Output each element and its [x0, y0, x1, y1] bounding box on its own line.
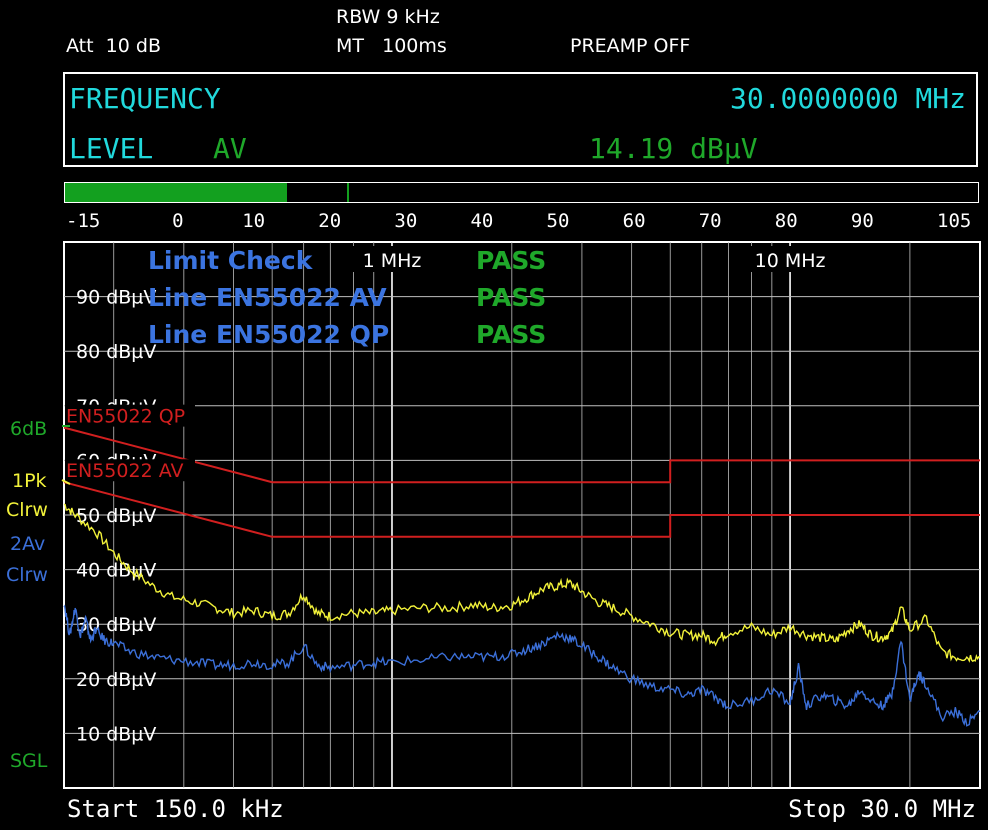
level-scale-tick: 90 [850, 210, 874, 232]
limit-check-title: Limit Check [148, 246, 313, 275]
trace1-mode: Clrw [6, 499, 48, 521]
trace-1pk [63, 503, 981, 663]
limit-line-qp-label: Line EN55022 QP [148, 320, 390, 349]
mt-label: MT [336, 35, 364, 57]
trace1-marker [61, 479, 71, 485]
trace-2av [63, 604, 981, 727]
limit-check-result: PASS [476, 246, 547, 275]
start-frequency: Start 150.0 kHz [67, 795, 284, 823]
att-label: Att [66, 35, 94, 57]
limit-line-av-label: Line EN55022 AV [148, 283, 387, 312]
y-tick-label: 90 dBµV [76, 287, 156, 309]
level-scale-tick: -15 [66, 210, 101, 232]
rbw-label: RBW [336, 6, 381, 28]
level-label: LEVEL [69, 132, 154, 165]
level-value: 14.19 dBµV [589, 132, 758, 165]
level-scale-tick: 70 [698, 210, 722, 232]
level-bar-fill [65, 183, 288, 202]
mt-value: 100ms [382, 35, 447, 57]
frequency-label: FREQUENCY [69, 82, 221, 115]
x-label-backdrop [349, 246, 434, 272]
rbw-value: 9 kHz [386, 6, 440, 28]
x-tick-label: 10 MHz [755, 250, 826, 272]
y-tick-label: 40 dBµV [76, 560, 156, 582]
trace2-mode: Clrw [6, 564, 48, 586]
trace1-name: 1Pk [12, 470, 47, 492]
level-scale-tick: 105 [937, 210, 972, 232]
frequency-value: 30.0000000 MHz [729, 82, 966, 115]
level-scale-tick: 10 [242, 210, 266, 232]
limit-line-av-result: PASS [476, 283, 547, 312]
level-scale-tick: 80 [774, 210, 798, 232]
level-bar-peak [346, 183, 349, 202]
sweep-mode-label: SGL [10, 750, 48, 772]
trace2-name: 2Av [10, 533, 46, 555]
level-scale-tick: 20 [318, 210, 342, 232]
limit-label-backdrop [65, 404, 195, 427]
limit-line-qp-result: PASS [476, 320, 547, 349]
attenuation-readout: Att 10 dB [66, 35, 161, 57]
y-tick-label: 20 dBµV [76, 669, 156, 691]
measure-time-readout: MT 100ms [336, 35, 447, 57]
rbw-readout: RBW 9 kHz [336, 6, 440, 28]
level-scale-tick: 40 [470, 210, 494, 232]
level-scale-tick: 30 [394, 210, 418, 232]
y-tick-label: 80 dBµV [76, 341, 156, 363]
level-detector: AV [213, 132, 247, 165]
x-tick-label: 1 MHz [363, 250, 422, 272]
limit-line [63, 426, 980, 484]
transducer-label: 6dB [10, 418, 48, 440]
limit-line [63, 481, 980, 538]
level-scale-tick: 50 [546, 210, 570, 232]
limit-label-backdrop [65, 459, 195, 482]
stop-frequency: Stop 30.0 MHz [788, 795, 976, 823]
marker-readout-box: FREQUENCY 30.0000000 MHz LEVEL AV 14.19 … [63, 72, 978, 167]
level-scale-tick: 60 [622, 210, 646, 232]
x-label-backdrop [748, 246, 833, 272]
att-value: 10 dB [105, 35, 161, 57]
limit-line-label: EN55022 AV [66, 460, 183, 482]
y-tick-label: 50 dBµV [76, 505, 156, 527]
preamp-status: PREAMP OFF [570, 35, 691, 57]
level-bar [64, 182, 979, 203]
y-tick-label: 10 dBµV [76, 723, 156, 745]
limit-line-label: EN55022 QP [66, 406, 185, 428]
level-scale-tick: 0 [172, 210, 184, 232]
